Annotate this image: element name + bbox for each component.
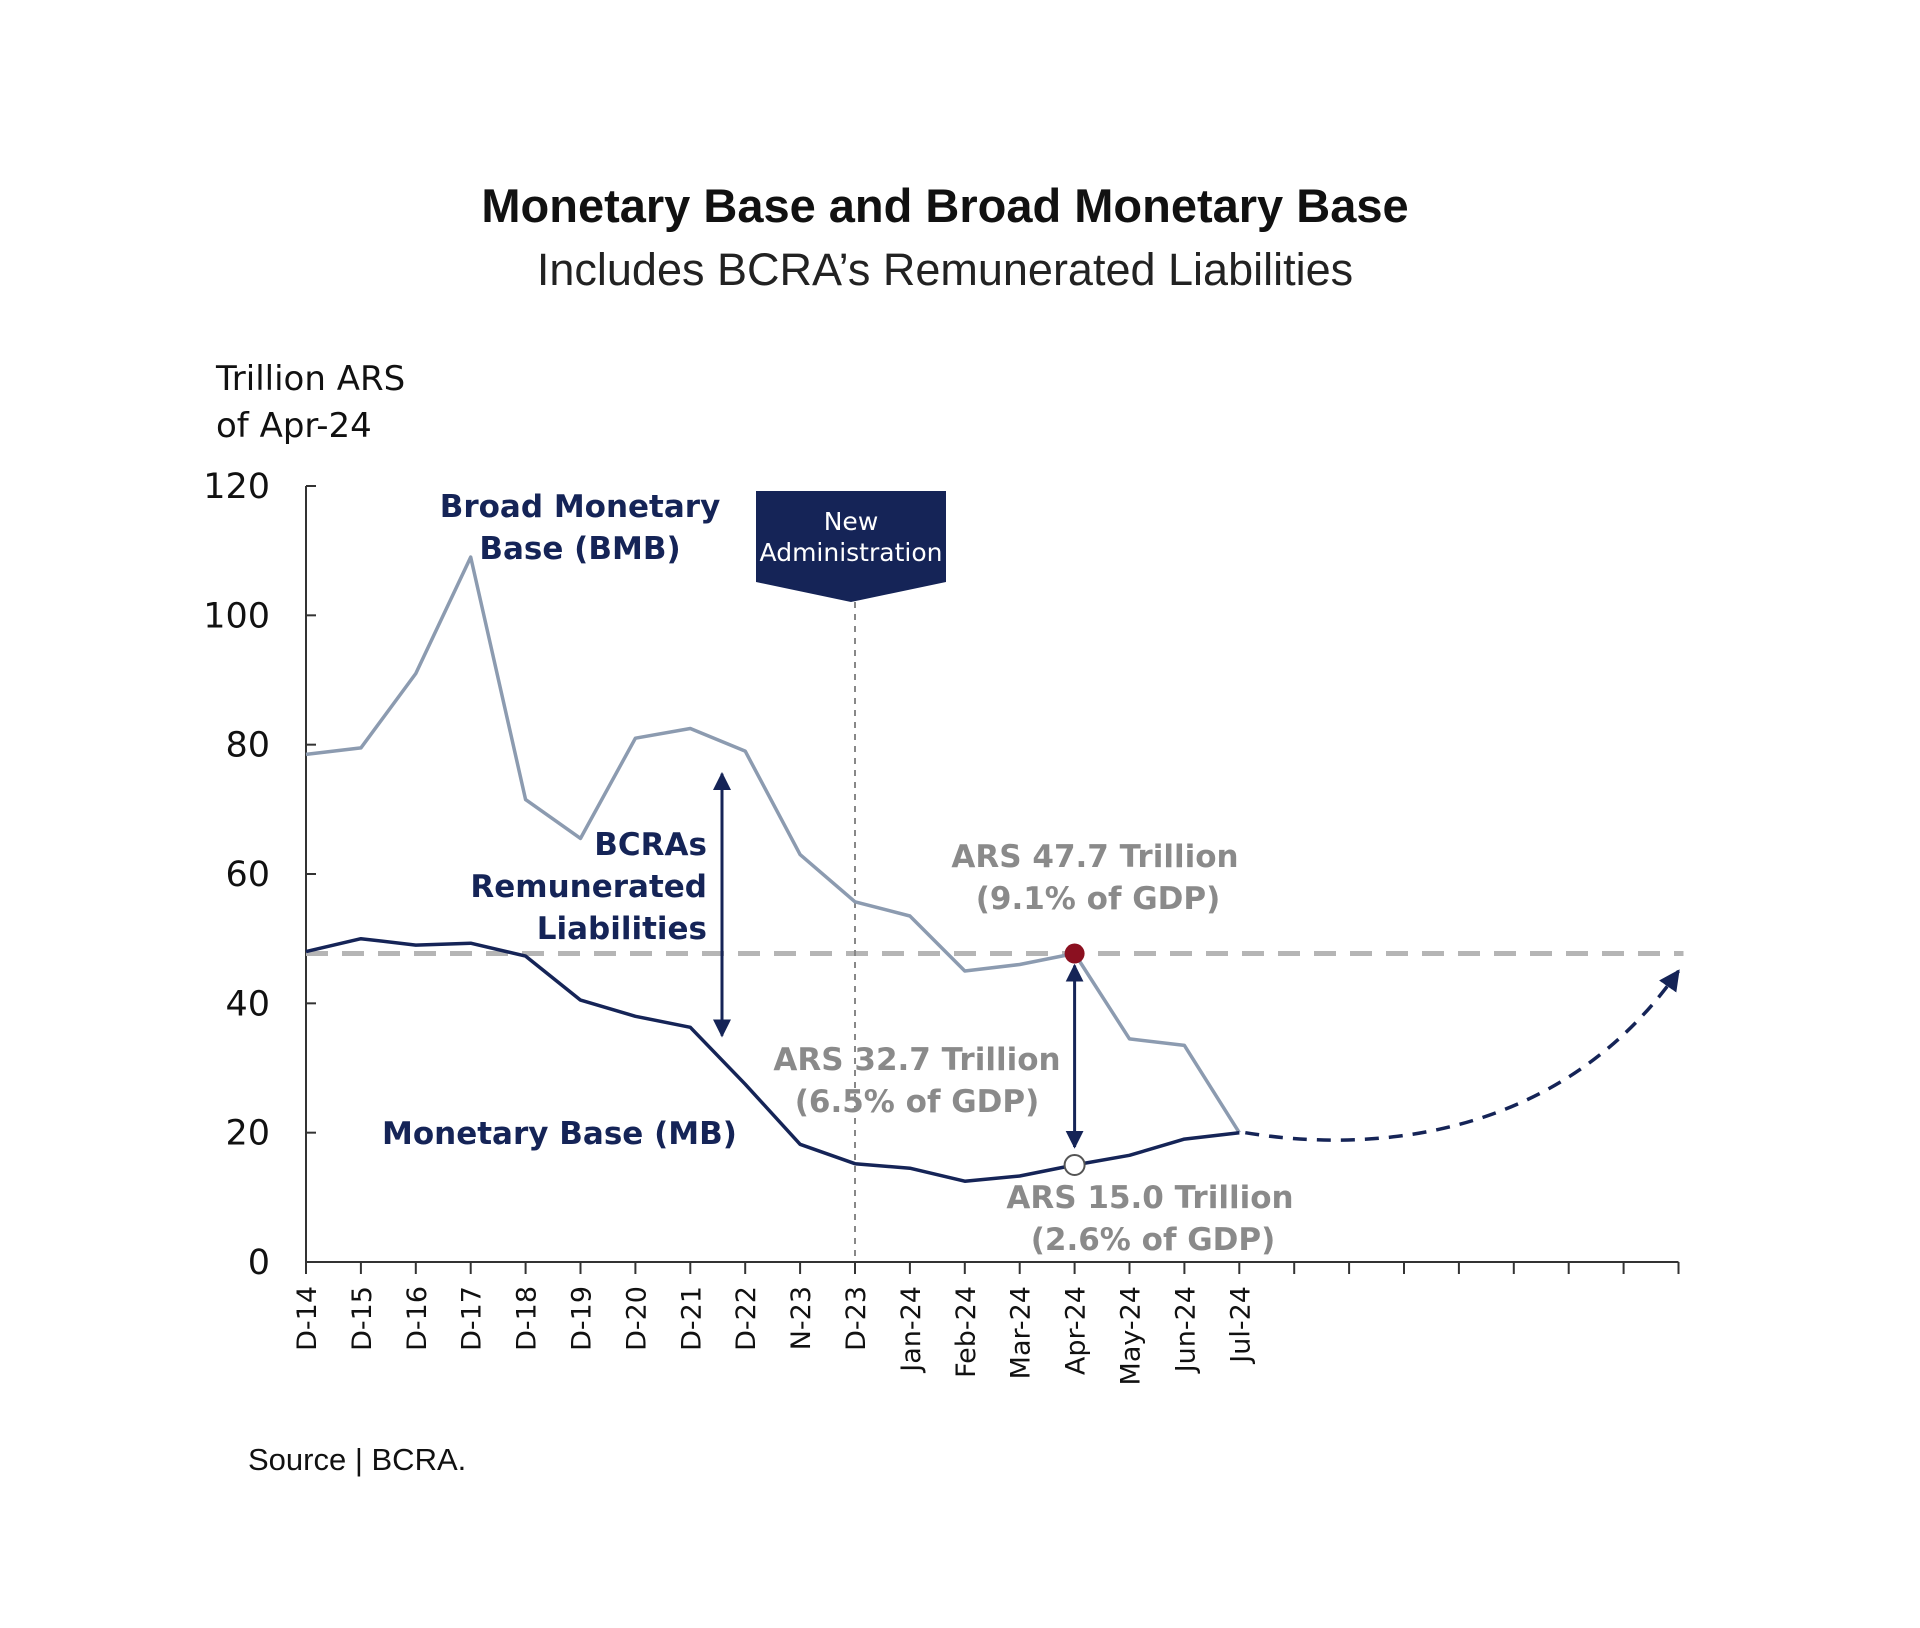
bmb-apr-annotation-line-2: (9.1% of GDP) [976,881,1221,917]
source-note: Source | BCRA. [248,1442,467,1477]
x-tick-label: Apr-24 [1061,1286,1092,1375]
bmb-apr-marker [1064,943,1085,964]
mb-apr-annotation-line-1: ARS 15.0 Trillion [1006,1180,1293,1216]
mb-apr-annotation-line-2: (2.6% of GDP) [1031,1222,1276,1258]
x-tick-label: D-17 [457,1286,488,1351]
y-tick-label: 80 [225,726,270,766]
y-axis-title-line-2: of Apr-24 [216,406,372,446]
y-tick-label: 100 [203,596,270,636]
x-tick-label: D-23 [841,1286,872,1351]
overlay-group [713,771,1680,1176]
projection-arrow [1245,969,1680,1142]
x-tick-label: Mar-24 [1006,1286,1037,1379]
banner-text-line-2: Administration [760,538,943,567]
x-tick-label: D-20 [621,1286,652,1351]
gap-label-line-2: Remunerated [470,869,707,905]
y-tick-label: 60 [225,855,270,895]
mb-label: Monetary Base (MB) [382,1116,737,1152]
y-tick-label: 20 [225,1114,270,1154]
x-axis: D-14 D-15 D-16 D-17 D-18 D-19 D-20 D-21 D-22 N-23… [292,1261,1680,1385]
banner-text-line-1: New [824,507,879,536]
y-axis: 0 20 40 60 80 100 120 [203,467,316,1283]
y-axis-title-line-1: Trillion ARS [215,359,405,399]
series-group [305,555,1684,1262]
gap-label-line-3: Liabilities [537,911,707,947]
y-tick-label: 0 [248,1243,270,1283]
mb-apr-marker [1063,1154,1086,1176]
chart-subtitle: Includes BCRA’s Remunerated Liabilities [536,244,1354,295]
x-tick-label: D-14 [292,1286,323,1351]
x-tick-label: May-24 [1116,1286,1147,1385]
x-tick-label: Jul-24 [1225,1286,1256,1365]
x-tick-label: D-19 [567,1286,598,1351]
gap-apr-annotation-line-2: (6.5% of GDP) [795,1084,1040,1120]
gap-label-line-1: BCRAs [594,827,707,863]
x-tick-label: Jan-24 [896,1286,927,1374]
chart-title: Monetary Base and Broad Monetary Base [481,179,1409,232]
x-tick-label: Jun-24 [1170,1286,1201,1374]
x-tick-label: N-23 [786,1286,817,1350]
x-tick-label: Feb-24 [951,1286,982,1378]
y-tick-label: 40 [225,984,270,1024]
new-administration-banner: New Administration [756,491,946,602]
bmb-label-line-1: Broad Monetary [440,489,721,525]
x-tick-label: D-21 [676,1286,707,1351]
x-tick-label: D-16 [402,1286,433,1351]
bmb-line [305,555,1241,1134]
x-tick-label: D-22 [731,1286,762,1351]
x-tick-label: D-18 [512,1286,543,1351]
x-tick-label: D-15 [347,1286,378,1351]
gap-apr-annotation-line-1: ARS 32.7 Trillion [773,1042,1060,1078]
banner-shape [756,491,946,602]
y-tick-label: 120 [203,467,270,507]
bmb-label-line-2: Base (BMB) [479,531,680,567]
bmb-apr-annotation-line-1: ARS 47.7 Trillion [951,839,1238,875]
